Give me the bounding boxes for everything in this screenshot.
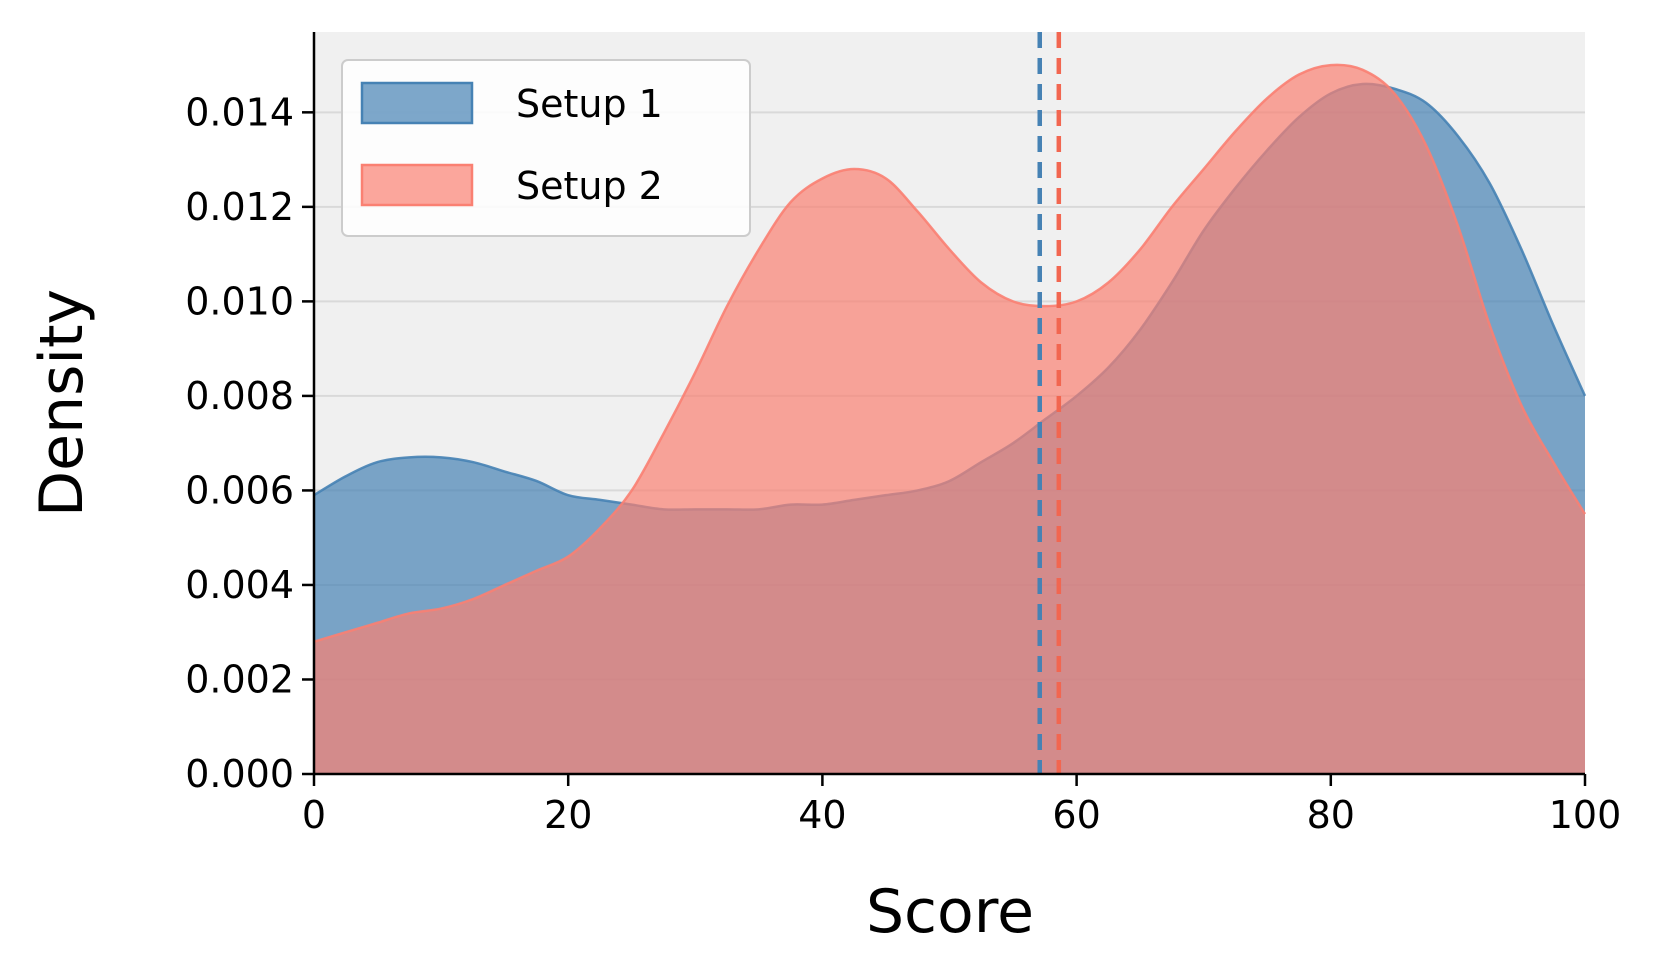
x-tick-label: 0 [302, 793, 326, 837]
x-tick-label: 20 [544, 793, 592, 837]
y-ticks: 0.000 0.002 0.004 0.006 0.008 0.010 0.012 0.014 [185, 90, 314, 796]
axes [312, 32, 1585, 776]
y-axis-label: Density [27, 289, 97, 517]
x-ticks: 0 20 40 60 80 100 [302, 774, 1621, 837]
legend-label-setup-1: Setup 1 [516, 82, 663, 126]
legend-swatch-setup-2 [360, 163, 474, 207]
legend-label-setup-2: Setup 2 [516, 164, 663, 208]
x-tick-label: 40 [798, 793, 846, 837]
x-tick-label: 80 [1307, 793, 1355, 837]
mean-lines [1037, 32, 1062, 774]
y-tick-label: 0.008 [185, 374, 294, 418]
y-tick-label: 0.014 [185, 90, 294, 134]
x-tick-label: 60 [1052, 793, 1100, 837]
x-axis-label: Score [866, 877, 1034, 947]
legend-swatch-setup-1 [360, 81, 474, 125]
y-tick-label: 0.004 [185, 563, 294, 607]
legend: Setup 1 Setup 2 [341, 59, 751, 237]
y-tick-label: 0.010 [185, 279, 294, 323]
area-setup-2 [314, 64, 1585, 774]
curve-setup-2 [313, 63, 1587, 643]
x-tick-label: 100 [1549, 793, 1622, 837]
y-tick-label: 0.006 [185, 468, 294, 512]
y-tick-label: 0.012 [185, 185, 294, 229]
y-tick-label: 0.002 [185, 657, 294, 701]
y-tick-label: 0.000 [185, 752, 294, 796]
series-areas [313, 63, 1587, 775]
